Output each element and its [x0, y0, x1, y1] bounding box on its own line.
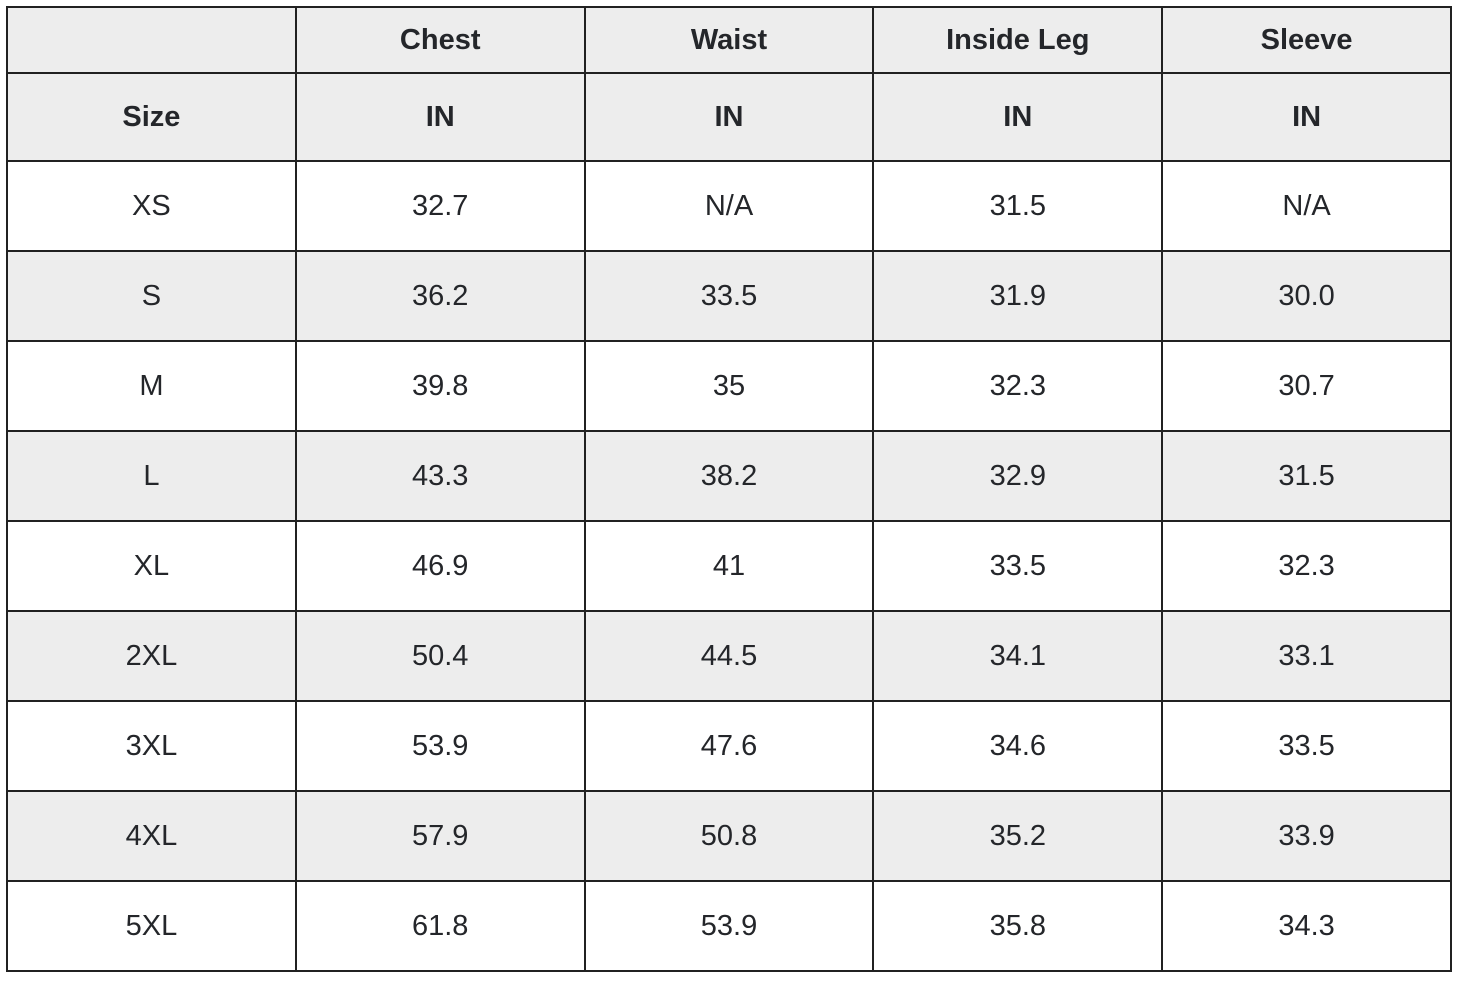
table-body: XS 32.7 N/A 31.5 N/A S 36.2 33.5 31.9 30… [6, 160, 1452, 972]
inside-leg-cell: 35.8 [872, 880, 1164, 972]
waist-cell: 44.5 [583, 610, 875, 702]
sleeve-cell: 33.1 [1161, 610, 1452, 702]
waist-cell: N/A [583, 160, 875, 252]
size-cell: M [6, 340, 297, 432]
col-header-waist: Waist [583, 6, 875, 74]
sleeve-cell: 31.5 [1161, 430, 1452, 522]
unit-header-inside-leg: IN [872, 72, 1164, 162]
sleeve-cell: 33.9 [1161, 790, 1452, 882]
inside-leg-cell: 33.5 [872, 520, 1164, 612]
sleeve-cell: 32.3 [1161, 520, 1452, 612]
col-header-sleeve: Sleeve [1161, 6, 1452, 74]
chest-cell: 43.3 [294, 430, 586, 522]
waist-cell: 50.8 [583, 790, 875, 882]
chest-cell: 50.4 [294, 610, 586, 702]
chest-cell: 46.9 [294, 520, 586, 612]
table-row-xl: XL 46.9 41 33.5 32.3 [6, 520, 1452, 612]
waist-cell: 53.9 [583, 880, 875, 972]
unit-header-row: Size IN IN IN IN [6, 72, 1452, 162]
table-row-xs: XS 32.7 N/A 31.5 N/A [6, 160, 1452, 252]
inside-leg-cell: 31.5 [872, 160, 1164, 252]
size-cell: XL [6, 520, 297, 612]
col-header-chest: Chest [294, 6, 586, 74]
table-row-m: M 39.8 35 32.3 30.7 [6, 340, 1452, 432]
chest-cell: 36.2 [294, 250, 586, 342]
col-header-inside-leg: Inside Leg [872, 6, 1164, 74]
size-cell: S [6, 250, 297, 342]
size-cell: 5XL [6, 880, 297, 972]
size-chart-table: Chest Waist Inside Leg Sleeve Size IN IN… [6, 6, 1452, 972]
table-row-2xl: 2XL 50.4 44.5 34.1 33.1 [6, 610, 1452, 702]
table-row-5xl: 5XL 61.8 53.9 35.8 34.3 [6, 880, 1452, 972]
chest-cell: 53.9 [294, 700, 586, 792]
unit-header-waist: IN [583, 72, 875, 162]
inside-leg-cell: 34.1 [872, 610, 1164, 702]
inside-leg-cell: 32.3 [872, 340, 1164, 432]
sleeve-cell: 33.5 [1161, 700, 1452, 792]
inside-leg-cell: 31.9 [872, 250, 1164, 342]
table-row-4xl: 4XL 57.9 50.8 35.2 33.9 [6, 790, 1452, 882]
sleeve-cell: 30.7 [1161, 340, 1452, 432]
unit-header-chest: IN [294, 72, 586, 162]
sleeve-cell: N/A [1161, 160, 1452, 252]
waist-cell: 35 [583, 340, 875, 432]
inside-leg-cell: 34.6 [872, 700, 1164, 792]
waist-cell: 33.5 [583, 250, 875, 342]
chest-cell: 32.7 [294, 160, 586, 252]
chest-cell: 39.8 [294, 340, 586, 432]
table-row-l: L 43.3 38.2 32.9 31.5 [6, 430, 1452, 522]
chest-cell: 61.8 [294, 880, 586, 972]
inside-leg-cell: 35.2 [872, 790, 1164, 882]
waist-cell: 41 [583, 520, 875, 612]
sleeve-cell: 34.3 [1161, 880, 1452, 972]
size-cell: L [6, 430, 297, 522]
size-cell: 4XL [6, 790, 297, 882]
table-row-3xl: 3XL 53.9 47.6 34.6 33.5 [6, 700, 1452, 792]
table-header: Chest Waist Inside Leg Sleeve Size IN IN… [6, 6, 1452, 162]
sleeve-cell: 30.0 [1161, 250, 1452, 342]
chest-cell: 57.9 [294, 790, 586, 882]
measurement-header-row: Chest Waist Inside Leg Sleeve [6, 6, 1452, 74]
table-row-s: S 36.2 33.5 31.9 30.0 [6, 250, 1452, 342]
unit-header-sleeve: IN [1161, 72, 1452, 162]
corner-cell [6, 6, 297, 74]
size-cell: XS [6, 160, 297, 252]
size-cell: 3XL [6, 700, 297, 792]
size-column-header: Size [6, 72, 297, 162]
inside-leg-cell: 32.9 [872, 430, 1164, 522]
waist-cell: 38.2 [583, 430, 875, 522]
size-cell: 2XL [6, 610, 297, 702]
waist-cell: 47.6 [583, 700, 875, 792]
